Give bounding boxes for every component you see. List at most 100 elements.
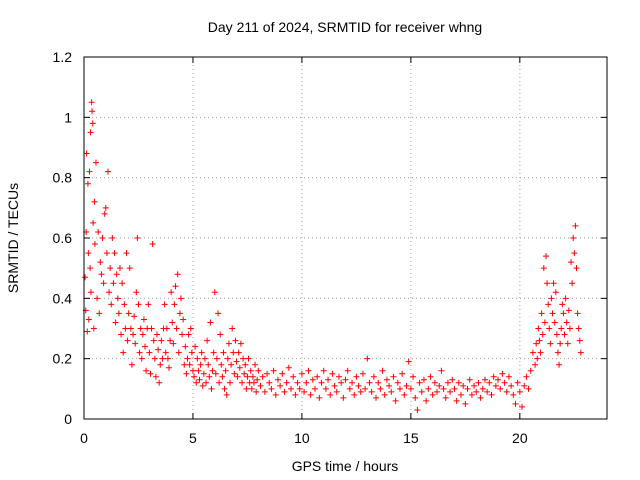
data-point [174,271,181,278]
data-point [98,271,105,278]
data-point [97,259,104,266]
data-point [104,168,111,175]
data-point [438,367,445,374]
data-point [150,337,157,344]
data-point [113,271,120,278]
data-point [231,370,238,377]
data-point [545,301,552,308]
data-point [379,367,386,374]
data-point [305,367,312,374]
data-point [199,382,206,389]
data-point [102,204,109,211]
data-point [294,379,301,386]
grid [84,57,607,419]
data-point [167,337,174,344]
data-point [177,295,184,302]
data-point [288,385,295,392]
data-point [91,198,98,205]
data-point [535,325,542,332]
y-axis-label: SRMTID / TECUs [5,183,21,293]
x-axis-label: GPS time / hours [292,458,399,474]
data-point [331,382,338,389]
data-point [407,385,414,392]
data-point [521,382,528,389]
data-point [292,391,299,398]
data-point [381,391,388,398]
data-point [209,367,216,374]
data-point [427,373,434,380]
data-points [82,99,584,413]
data-point [186,361,193,368]
data-point [228,361,235,368]
data-point [215,310,222,317]
data-point [338,379,345,386]
data-point [94,295,101,302]
data-point [572,222,579,229]
data-point [192,343,199,350]
data-point [375,379,382,386]
data-point [554,349,561,356]
data-point [403,382,410,389]
data-point [200,370,207,377]
data-point [569,280,576,287]
data-point [462,400,469,407]
data-point [386,382,393,389]
data-point [420,376,427,383]
data-point [146,349,153,356]
data-point [103,250,110,257]
x-tick-label: 10 [294,430,310,446]
data-point [183,370,190,377]
data-point [318,379,325,386]
data-point [245,355,252,362]
data-point [85,250,92,257]
data-point [112,319,119,326]
data-point [161,301,168,308]
data-point [127,325,134,332]
data-point [442,394,449,401]
data-point [211,289,218,296]
data-point [126,265,133,272]
data-point [250,379,257,386]
data-point [212,370,219,377]
data-point [464,385,471,392]
data-point [148,325,155,332]
data-point [116,265,123,272]
x-tick-label: 20 [512,430,528,446]
data-point [224,355,231,362]
data-point [460,382,467,389]
data-point [206,373,213,380]
data-point [575,325,582,332]
data-point [145,301,152,308]
data-point [457,391,464,398]
data-point [259,373,266,380]
data-point [137,325,144,332]
data-point [158,337,165,344]
data-point [573,265,580,272]
data-point [335,373,342,380]
data-point [108,301,115,308]
data-point [143,367,150,374]
data-point [229,325,236,332]
data-point [196,376,203,383]
data-point [359,370,366,377]
x-tick-label: 15 [403,430,419,446]
data-point [540,265,547,272]
data-point [242,361,249,368]
data-point [557,340,564,347]
data-point [155,346,162,353]
data-point [120,349,127,356]
data-point [109,235,116,241]
data-point [106,289,113,296]
data-point [576,337,583,344]
data-point [182,343,189,350]
plot-frame [83,56,608,420]
data-point [198,349,205,356]
data-point [373,394,380,401]
data-point [552,289,559,296]
y-tick-label: 1 [64,109,72,125]
data-point [272,391,279,398]
data-point [83,150,90,157]
data-point [179,331,186,338]
data-point [508,382,515,389]
